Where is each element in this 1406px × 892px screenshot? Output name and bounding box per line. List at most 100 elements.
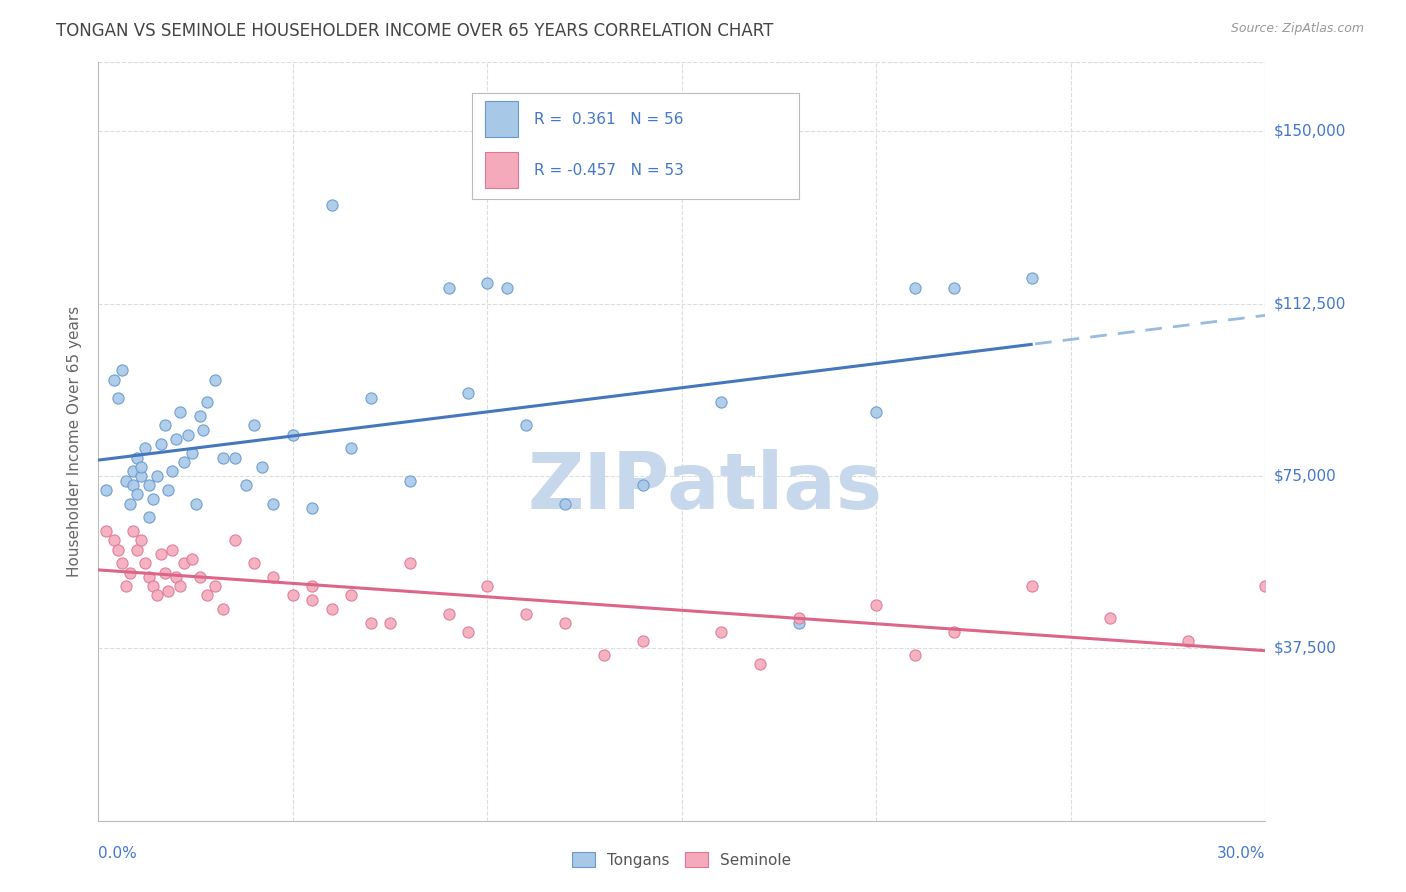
Point bbox=[114, 579, 136, 593]
Point bbox=[437, 607, 460, 621]
Point bbox=[631, 634, 654, 648]
Point bbox=[122, 464, 145, 478]
Point bbox=[129, 459, 152, 474]
Point bbox=[153, 566, 176, 580]
Point bbox=[122, 524, 145, 538]
Point bbox=[250, 459, 273, 474]
Point bbox=[173, 557, 195, 571]
Y-axis label: Householder Income Over 65 years: Householder Income Over 65 years bbox=[67, 306, 83, 577]
Point bbox=[360, 391, 382, 405]
Point bbox=[496, 280, 519, 294]
Point bbox=[129, 469, 152, 483]
Point bbox=[787, 615, 810, 630]
Point bbox=[477, 579, 499, 593]
Point bbox=[138, 570, 160, 584]
Point bbox=[165, 570, 187, 584]
Point bbox=[103, 533, 125, 548]
Point bbox=[1177, 634, 1199, 648]
Text: TONGAN VS SEMINOLE HOUSEHOLDER INCOME OVER 65 YEARS CORRELATION CHART: TONGAN VS SEMINOLE HOUSEHOLDER INCOME OV… bbox=[56, 22, 773, 40]
Legend: Tongans, Seminole: Tongans, Seminole bbox=[567, 846, 797, 873]
Point bbox=[96, 524, 118, 538]
Text: Source: ZipAtlas.com: Source: ZipAtlas.com bbox=[1230, 22, 1364, 36]
Point bbox=[127, 487, 149, 501]
Point bbox=[204, 372, 226, 386]
Text: $37,500: $37,500 bbox=[1274, 640, 1337, 656]
Point bbox=[149, 547, 172, 561]
Point bbox=[127, 542, 149, 557]
Text: 30.0%: 30.0% bbox=[1218, 846, 1265, 861]
Point bbox=[153, 418, 176, 433]
Point bbox=[554, 615, 576, 630]
Point bbox=[127, 450, 149, 465]
Point bbox=[477, 276, 499, 290]
Point bbox=[111, 557, 134, 571]
Point bbox=[301, 579, 323, 593]
Point bbox=[437, 280, 460, 294]
Point bbox=[204, 579, 226, 593]
Point bbox=[107, 542, 129, 557]
Point bbox=[134, 557, 156, 571]
Point bbox=[593, 648, 616, 663]
Point bbox=[114, 474, 136, 488]
Point bbox=[710, 395, 733, 409]
Point bbox=[118, 497, 141, 511]
Point bbox=[340, 589, 363, 603]
Point bbox=[554, 497, 576, 511]
Point bbox=[224, 450, 246, 465]
Point bbox=[188, 570, 211, 584]
Point bbox=[146, 589, 169, 603]
Point bbox=[943, 625, 966, 640]
Point bbox=[157, 483, 180, 497]
Point bbox=[103, 372, 125, 386]
Point bbox=[107, 391, 129, 405]
Point bbox=[281, 427, 304, 442]
Point bbox=[340, 442, 363, 456]
Point bbox=[631, 478, 654, 492]
Point bbox=[235, 478, 257, 492]
Point bbox=[177, 427, 200, 442]
Point bbox=[515, 607, 537, 621]
Point bbox=[142, 579, 165, 593]
Point bbox=[165, 432, 187, 446]
Point bbox=[398, 557, 420, 571]
Point bbox=[169, 405, 191, 419]
Point bbox=[96, 483, 118, 497]
Text: $75,000: $75,000 bbox=[1274, 468, 1337, 483]
Point bbox=[243, 418, 266, 433]
Text: 0.0%: 0.0% bbox=[98, 846, 138, 861]
Text: $150,000: $150,000 bbox=[1274, 124, 1346, 139]
Point bbox=[111, 363, 134, 377]
Point bbox=[180, 551, 202, 566]
Point bbox=[1021, 271, 1043, 285]
Point bbox=[146, 469, 169, 483]
Point bbox=[118, 566, 141, 580]
Point bbox=[865, 598, 887, 612]
Point bbox=[134, 442, 156, 456]
Point bbox=[360, 615, 382, 630]
Point bbox=[904, 648, 927, 663]
Point bbox=[1254, 579, 1277, 593]
Point bbox=[904, 280, 927, 294]
Point bbox=[321, 602, 343, 616]
Point bbox=[243, 557, 266, 571]
Point bbox=[262, 570, 284, 584]
Point bbox=[301, 593, 323, 607]
Point bbox=[787, 611, 810, 625]
Point bbox=[321, 198, 343, 212]
Text: ZIPatlas: ZIPatlas bbox=[527, 449, 883, 525]
Point bbox=[173, 455, 195, 469]
Point bbox=[180, 446, 202, 460]
Point bbox=[212, 450, 235, 465]
Point bbox=[195, 589, 218, 603]
Point bbox=[138, 510, 160, 524]
Point bbox=[195, 395, 218, 409]
Point bbox=[122, 478, 145, 492]
Point bbox=[169, 579, 191, 593]
Point bbox=[212, 602, 235, 616]
Point bbox=[865, 405, 887, 419]
Point bbox=[380, 615, 402, 630]
Point bbox=[457, 386, 479, 401]
Point bbox=[1098, 611, 1121, 625]
Point bbox=[149, 437, 172, 451]
Point bbox=[193, 423, 215, 437]
